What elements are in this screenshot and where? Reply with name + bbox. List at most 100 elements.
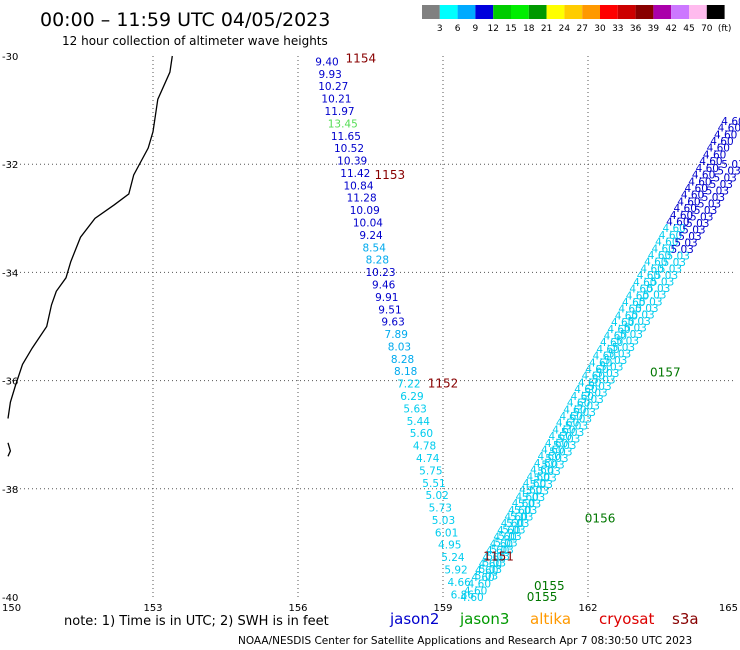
wave-height-label: 10.04 [353, 218, 383, 230]
scale-label-12: 39 [648, 24, 660, 34]
wave-height-label: 5.03 [596, 368, 619, 380]
wave-height-label: 5.03 [565, 420, 588, 432]
wave-height-label: 5.03 [631, 309, 654, 321]
wave-height-label: 4.60 [633, 277, 656, 289]
wave-height-label: 4.60 [685, 183, 708, 195]
wave-height-label: 4.60 [699, 156, 722, 168]
wave-height-label: 5.03 [694, 205, 717, 217]
wave-height-label: 4.60 [493, 532, 516, 544]
wave-height-label: 5.03 [502, 525, 525, 537]
wave-height-label: 4.60 [530, 465, 553, 477]
wave-height-label: 5.03 [623, 322, 646, 334]
scale-label-2: 9 [473, 24, 479, 34]
lon-tick-label: 159 [433, 603, 452, 614]
wave-height-label: 7.22 [397, 379, 420, 391]
wave-height-label: 9.24 [359, 230, 383, 242]
lat-tick-label: -34 [2, 268, 18, 279]
lat-tick-label: -40 [2, 593, 18, 604]
wave-height-label: 5.03 [616, 335, 639, 347]
wave-height-label: 5.60 [410, 428, 433, 440]
wave-height-label: 5.03 [655, 270, 678, 282]
wave-height-label: 5.03 [647, 283, 670, 295]
wave-height-label: 4.60 [648, 250, 671, 262]
color-swatch-7 [546, 5, 565, 19]
wave-height-label: 4.60 [681, 190, 704, 202]
wave-height-label: 4.60 [567, 398, 590, 410]
wave-height-label: 6.29 [400, 391, 423, 403]
wave-height-label: 4.60 [519, 485, 542, 497]
wave-height-label: 4.60 [556, 418, 579, 430]
wave-height-label: 4.60 [538, 451, 561, 463]
wave-height-label: 4.60 [611, 317, 634, 329]
wave-height-label: 4.60 [696, 163, 719, 175]
wave-height-label: 4.60 [644, 257, 667, 269]
color-swatch-3 [475, 5, 494, 19]
scale-label-11: 36 [630, 24, 642, 34]
pass-time-label: 1151 [483, 549, 514, 563]
wave-height-label: 5.03 [620, 329, 643, 341]
wave-height-label: 9.51 [378, 304, 401, 316]
satellite-s3a: s3a [672, 610, 699, 628]
scale-label-14: 45 [683, 24, 694, 34]
wave-height-label: 5.03 [635, 303, 658, 315]
wave-height-label: 5.03 [713, 172, 736, 184]
wave-height-label: 5.75 [419, 465, 442, 477]
wave-height-label: 4.60 [545, 438, 568, 450]
scale-label-8: 27 [576, 24, 587, 34]
wave-height-label: 4.60 [504, 512, 527, 524]
wave-height-label: 4.60 [622, 297, 645, 309]
wave-height-label: 4.66 [447, 577, 471, 589]
wave-height-label: 4.60 [578, 377, 601, 389]
wave-height-label: 5.03 [604, 355, 627, 367]
lat-tick-label: -32 [2, 160, 18, 171]
wave-height-label: 4.60 [615, 310, 638, 322]
wave-height-label: 11.97 [325, 106, 355, 118]
wave-height-label: 4.60 [607, 324, 630, 336]
wave-height-label: 5.03 [702, 192, 725, 204]
wave-height-label: 5.03 [506, 518, 529, 530]
lon-tick-label: 165 [719, 603, 738, 614]
satellite-jason3: jason3 [459, 610, 509, 628]
color-swatch-14 [671, 5, 689, 19]
wave-height-label: 13.45 [328, 118, 358, 130]
wave-height-label: 9.46 [372, 279, 396, 291]
wave-height-label: 5.03 [580, 394, 603, 406]
wave-height-label: 5.03 [498, 531, 521, 543]
wave-height-label: 10.23 [365, 267, 395, 279]
pass-time-label: 0156 [585, 512, 616, 526]
color-swatch-4 [493, 5, 511, 19]
wave-height-label: 8.28 [366, 255, 389, 267]
wave-height-label: 4.60 [600, 337, 623, 349]
wave-height-label: 4.60 [707, 143, 730, 155]
wave-height-label: 5.03 [561, 427, 584, 439]
pass-time-label: 1153 [375, 168, 406, 182]
wave-height-label: 6.01 [435, 527, 458, 539]
wave-height-label: 10.27 [318, 81, 348, 93]
wave-height-label: 5.24 [441, 552, 465, 564]
satellite-altika: altika [530, 610, 571, 628]
wave-height-label: 10.21 [321, 94, 351, 106]
wave-height-label: 5.03 [549, 446, 572, 458]
color-swatch-9 [582, 5, 600, 19]
wave-height-label: 4.60 [475, 565, 498, 577]
pass-time-label: 1154 [346, 52, 377, 66]
wave-height-label: 5.03 [627, 316, 650, 328]
lat-tick-label: -36 [2, 377, 18, 388]
lon-tick-label: 156 [288, 603, 307, 614]
wave-height-label: 4.60 [721, 116, 740, 128]
color-swatch-16 [706, 5, 725, 19]
wave-height-label: 4.60 [508, 505, 531, 517]
scale-label-5: 18 [523, 24, 535, 34]
wave-height-label: 4.60 [482, 552, 505, 564]
wave-height-label: 5.03 [592, 375, 615, 387]
wave-height-label: 11.65 [331, 131, 361, 143]
wave-height-label: 4.60 [670, 210, 693, 222]
wave-height-label: 4.60 [549, 431, 572, 443]
wave-height-label: 5.03 [514, 505, 537, 517]
wave-height-label: 4.60 [515, 491, 538, 503]
wave-height-label: 5.03 [717, 166, 740, 178]
wave-height-label: 5.03 [612, 342, 635, 354]
color-swatch-0 [422, 5, 440, 19]
scale-label-4: 15 [505, 24, 516, 34]
wave-height-label: 4.60 [688, 176, 711, 188]
